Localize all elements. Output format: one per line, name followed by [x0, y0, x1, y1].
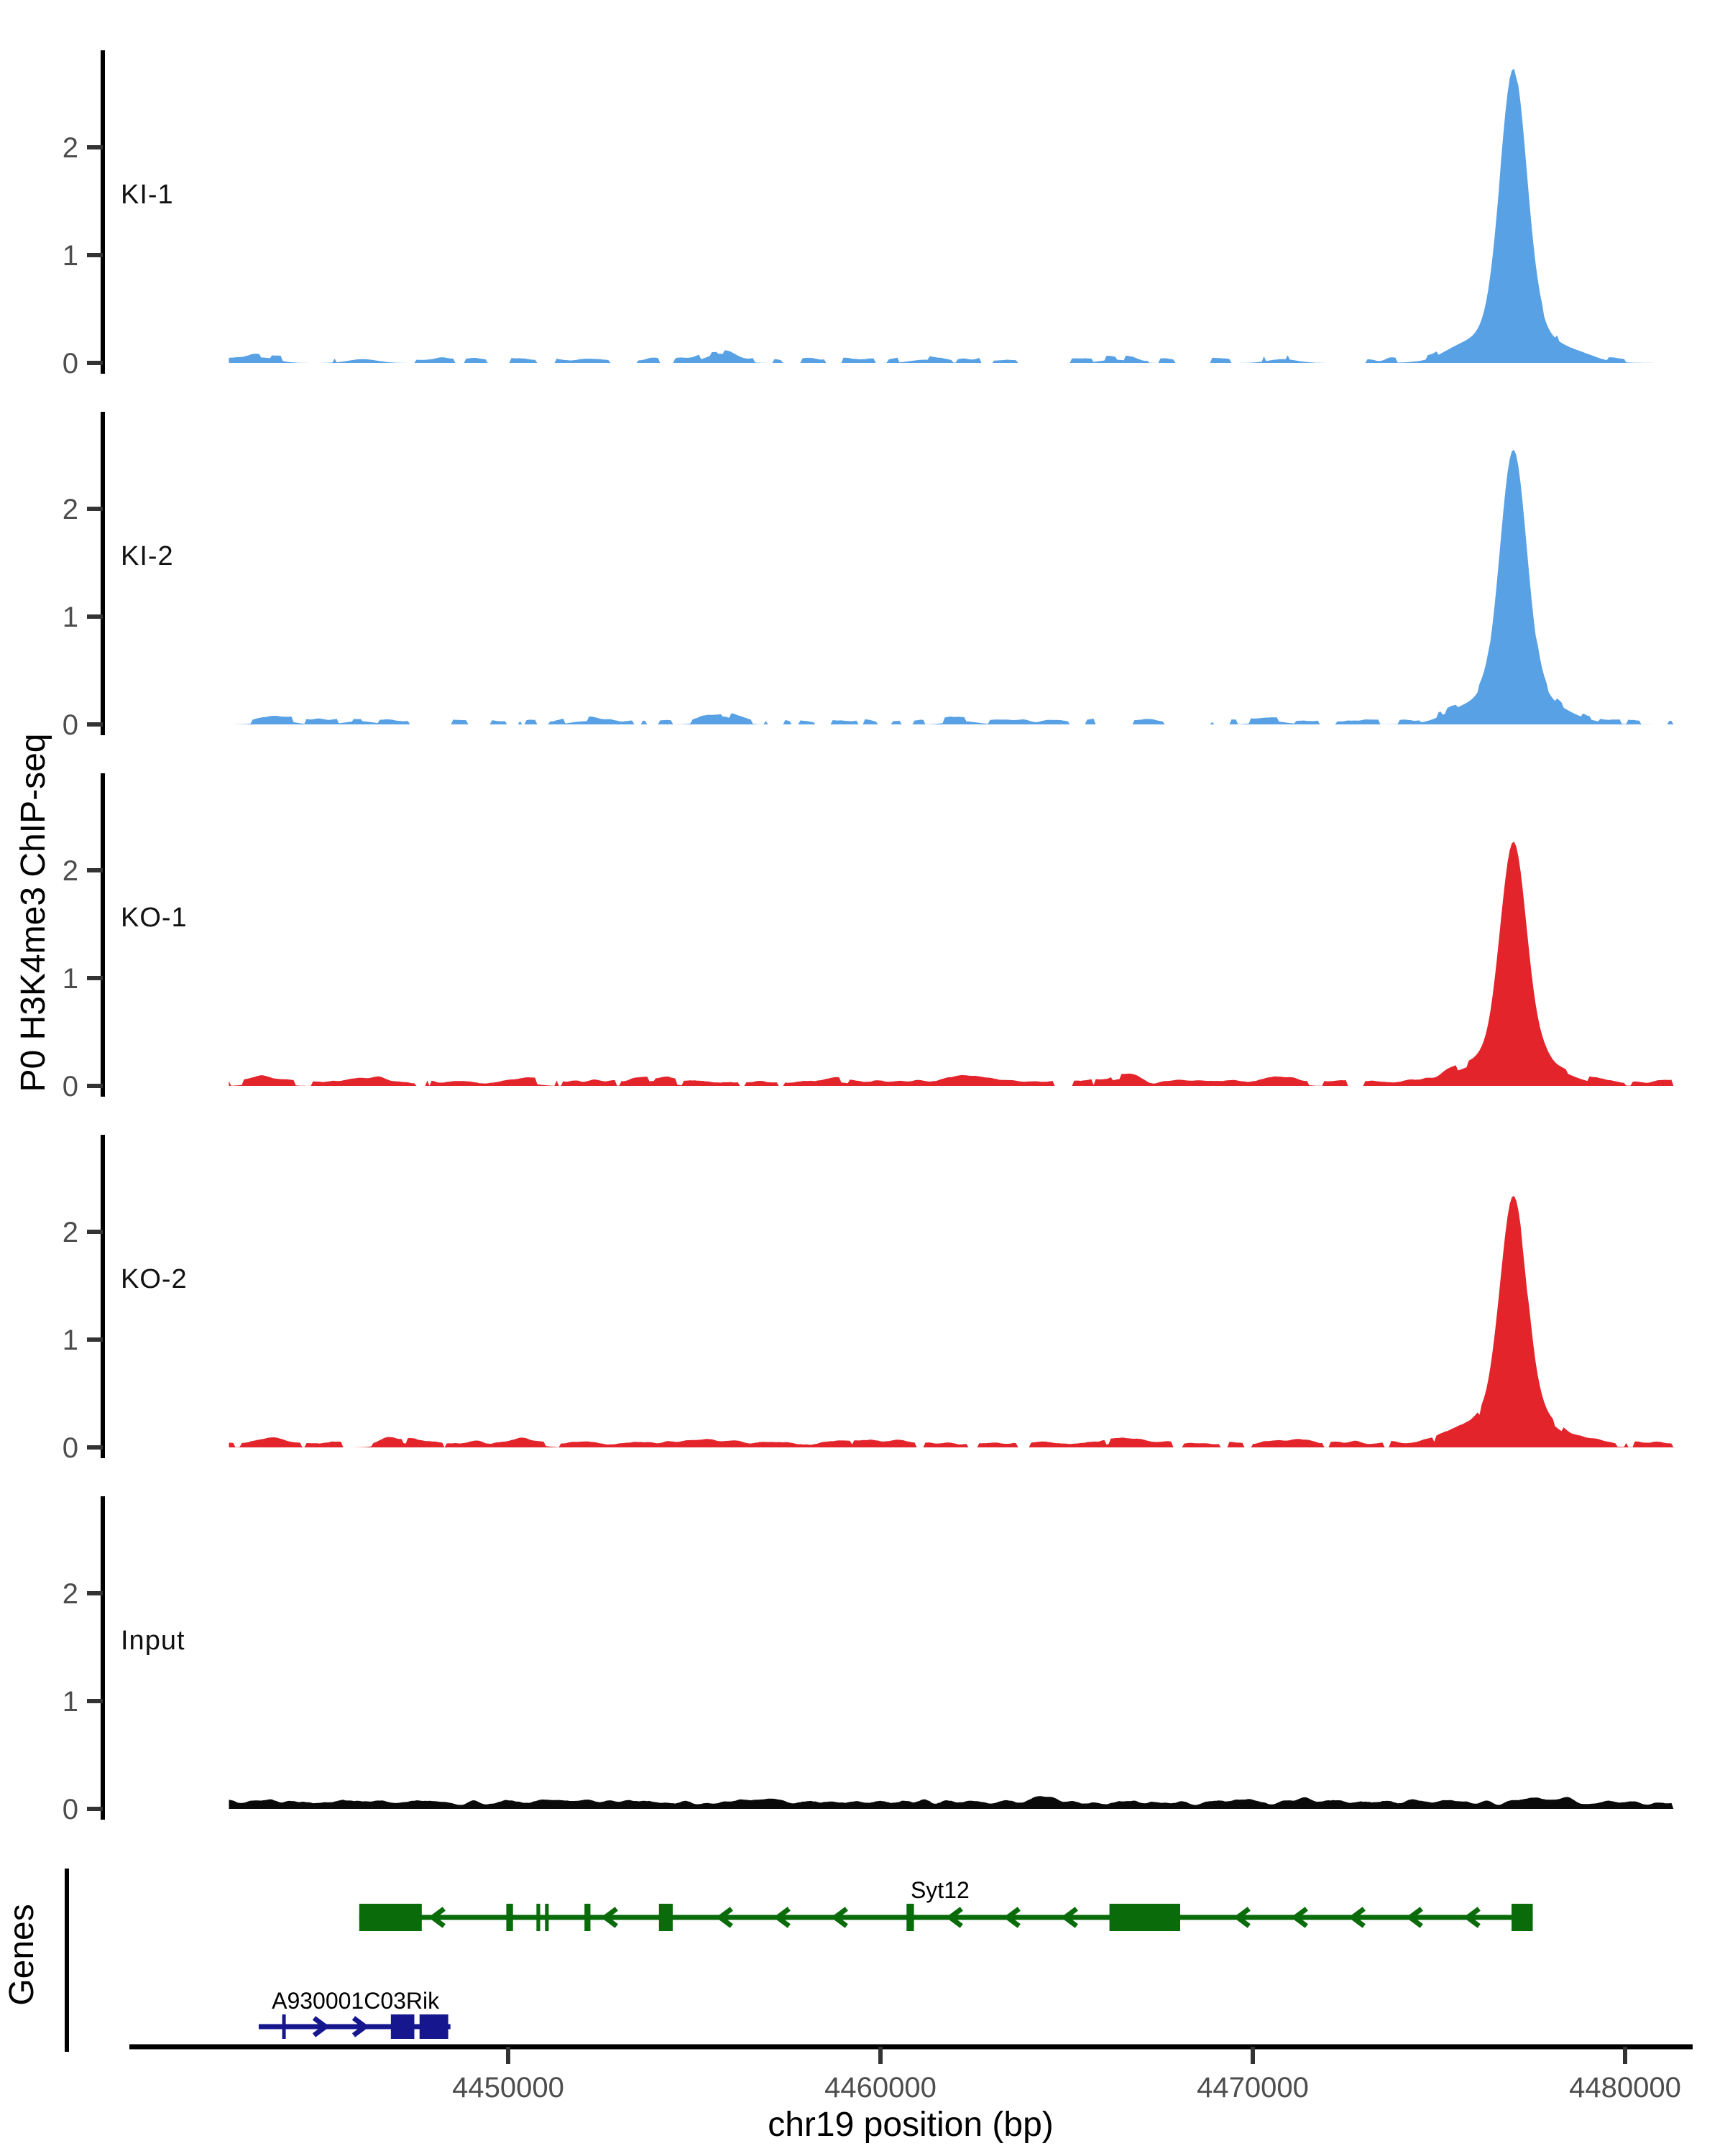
y-tick-label: 1	[63, 1686, 78, 1718]
genes-panel: Syt12 A930001C03Rik	[65, 1869, 1533, 2052]
gene-exon	[906, 1904, 914, 1931]
x-tick-label: 4480000	[1569, 2072, 1681, 2104]
y-tick-label: 0	[63, 709, 78, 741]
x-tick-label: 4460000	[824, 2072, 937, 2104]
gene-exon	[658, 1904, 673, 1931]
y-tick-label: 2	[63, 494, 78, 525]
intron-strand-arrow-icon	[1348, 1907, 1366, 1928]
genes-panel-label: Genes	[3, 1904, 41, 2005]
intron-strand-arrow-icon	[351, 2016, 369, 2037]
gene-exon	[506, 1904, 513, 1931]
y-tick-label: 0	[63, 1794, 78, 1825]
y-tick-label: 1	[63, 1325, 78, 1356]
track-ki-2: 0 1 2 KI-2	[63, 412, 1674, 741]
gene-exon	[584, 1904, 591, 1931]
signal-area-ki-1	[229, 68, 1674, 363]
signal-area-ki-2	[229, 449, 1674, 724]
intron-strand-arrow-icon	[1290, 1907, 1308, 1928]
intron-strand-arrow-icon	[830, 1907, 848, 1928]
intron-strand-arrow-icon	[312, 2016, 330, 2037]
signal-area-ko-1	[229, 842, 1674, 1086]
intron-strand-arrow-icon	[945, 1907, 963, 1928]
y-tick-label: 1	[63, 963, 78, 995]
gene-name-label: A930001C03Rik	[272, 1988, 440, 2014]
gene-exon	[536, 1904, 540, 1931]
intron-strand-arrow-icon	[428, 1907, 446, 1928]
x-tick-label: 4450000	[452, 2072, 564, 2104]
y-tick-label: 0	[63, 348, 78, 379]
gene-exon	[390, 2014, 415, 2039]
x-axis: 4450000 4460000 4470000 4480000	[129, 2044, 1693, 2104]
track-label: KO-2	[121, 1264, 188, 1294]
y-tick-label: 2	[63, 1578, 78, 1610]
gene-exon	[359, 1904, 422, 1931]
gene-model-syt12: Syt12	[359, 1877, 1533, 1931]
track-label: KO-1	[121, 903, 188, 933]
track-input: 0 1 2 Input	[63, 1496, 1674, 1825]
static-labels: P0 H3K4me3 ChIP-seq Genes chr19 position…	[3, 734, 1054, 2144]
track-ki-1: 0 1 2 KI-1	[63, 50, 1674, 379]
y-axis-label: P0 H3K4me3 ChIP-seq	[14, 734, 52, 1092]
gene-name-label: Syt12	[911, 1877, 970, 1903]
intron-strand-arrow-icon	[1405, 1907, 1423, 1928]
track-label: KI-2	[121, 541, 174, 571]
gene-exon	[1109, 1904, 1180, 1931]
gene-exon	[282, 2014, 286, 2039]
track-label: KI-1	[121, 180, 174, 210]
intron-strand-arrow-icon	[1463, 1907, 1481, 1928]
intron-strand-arrow-icon	[1003, 1907, 1021, 1928]
gene-exon	[1512, 1904, 1533, 1931]
gene-exon	[419, 2014, 448, 2039]
signal-tracks: 0 1 2 KI-1 0 1 2 KI-2 0 1 2 KO-1 0 1 2 KO-2 0 1 2 Input	[63, 50, 1674, 1825]
intron-strand-arrow-icon	[715, 1907, 733, 1928]
intron-strand-arrow-icon	[600, 1907, 618, 1928]
y-tick-label: 0	[63, 1071, 78, 1102]
y-tick-label: 2	[63, 132, 78, 164]
x-tick-label: 4470000	[1197, 2072, 1309, 2104]
gene-exon	[545, 1904, 549, 1931]
x-axis-title: chr19 position (bp)	[768, 2106, 1054, 2144]
intron-strand-arrow-icon	[1060, 1907, 1078, 1928]
y-tick-label: 0	[63, 1432, 78, 1464]
intron-strand-arrow-icon	[1233, 1907, 1251, 1928]
track-label: Input	[121, 1626, 185, 1656]
gene-model-a930001c03rik: A930001C03Rik	[258, 1988, 451, 2039]
y-tick-label: 2	[63, 1217, 78, 1248]
track-ko-1: 0 1 2 KO-1	[63, 773, 1674, 1102]
y-tick-label: 1	[63, 602, 78, 633]
track-ko-2: 0 1 2 KO-2	[63, 1135, 1674, 1464]
signal-area-input	[229, 1796, 1674, 1809]
signal-area-ko-2	[229, 1196, 1674, 1447]
y-tick-label: 1	[63, 240, 78, 272]
y-tick-label: 2	[63, 855, 78, 887]
intron-strand-arrow-icon	[773, 1907, 791, 1928]
